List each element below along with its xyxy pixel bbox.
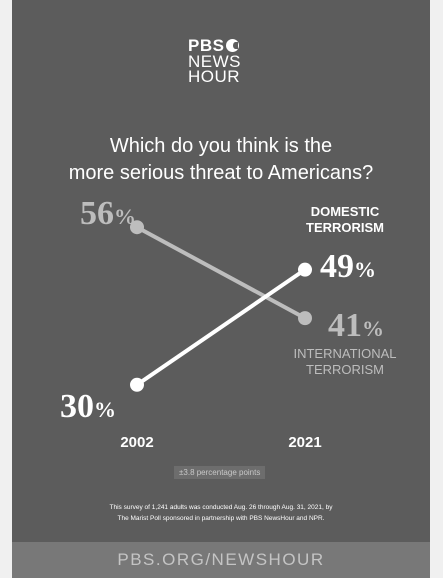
data-point-international-2021 <box>298 311 312 326</box>
x-tick-label-2002: 2002 <box>120 434 153 451</box>
pbs-newshour-logo: PBS NEWS HOUR <box>188 36 258 86</box>
series-points <box>130 220 312 392</box>
data-label-domestic-2002: 30% <box>60 388 116 425</box>
source-note-line2: The Marist Poll sponsored in partnership… <box>117 515 325 522</box>
data-label-international-2021: 41% <box>328 307 384 344</box>
data-point-domestic-2002 <box>130 377 144 392</box>
series-label-international-line2: TERRORISM <box>306 362 384 377</box>
source-note: This survey of 1,241 adults was conducte… <box>12 502 430 524</box>
chart-title: Which do you think is the more serious t… <box>12 133 430 187</box>
x-tick-label-2021: 2021 <box>288 434 321 451</box>
logo-news-text: NEWS <box>188 52 241 71</box>
series-label-domestic-line2: TERRORISM <box>306 220 384 235</box>
chart-title-line1: Which do you think is the <box>109 135 333 157</box>
chart-title-line2: more serious threat to Americans? <box>68 162 374 184</box>
data-label-domestic-2021: 49% <box>320 248 376 285</box>
series-line-domestic <box>135 267 307 387</box>
data-point-international-2002 <box>130 220 144 235</box>
series-label-domestic-line1: DOMESTIC <box>311 204 380 219</box>
source-note-line1: This survey of 1,241 adults was conducte… <box>109 504 333 511</box>
data-label-international-2002: 56% <box>80 195 136 232</box>
series-line-international <box>136 225 306 320</box>
slope-chart: 56% 41% 30% 49% DOMESTIC TERRORISM INTER… <box>60 195 397 451</box>
series-lines <box>135 225 307 387</box>
margin-of-error: ±3.8 percentage points <box>174 466 266 479</box>
logo-hour-text: HOUR <box>188 67 241 86</box>
footer-url: PBS.ORG/NEWSHOUR <box>117 550 325 569</box>
series-label-international-line1: INTERNATIONAL <box>293 346 396 361</box>
data-point-domestic-2021 <box>298 262 312 277</box>
footer-band: PBS.ORG/NEWSHOUR <box>12 542 430 578</box>
pbs-head-icon <box>226 39 240 52</box>
logo-pbs-text: PBS <box>188 36 225 55</box>
infographic-card: PBS NEWS HOUR Which do you think is the … <box>12 0 430 578</box>
